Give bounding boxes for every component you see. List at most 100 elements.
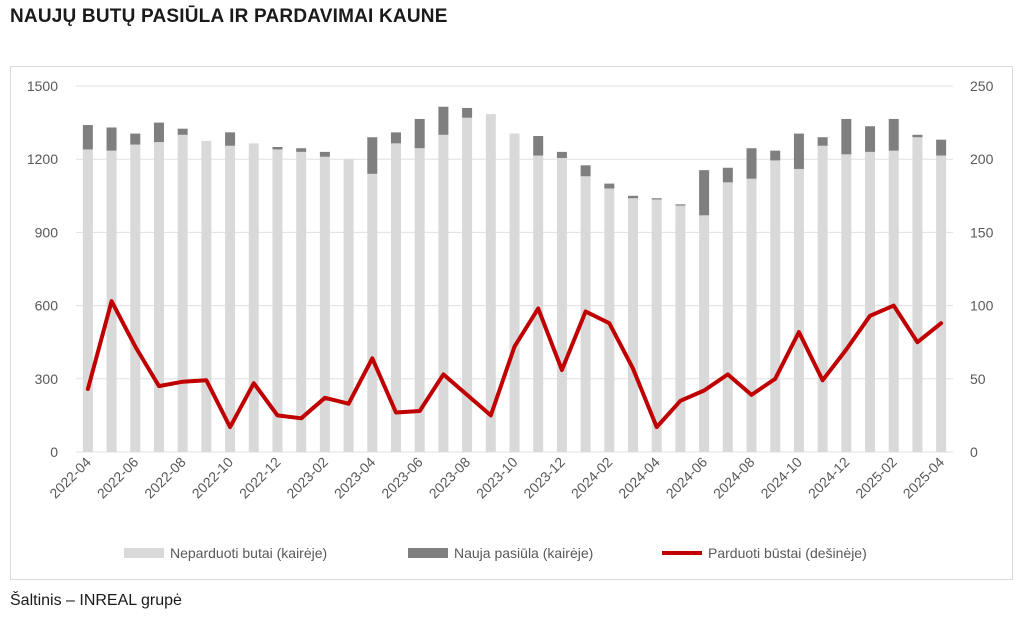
bar-new-supply: [462, 107, 473, 118]
bar-unsold: [556, 157, 567, 453]
x-axis-ticks: 2022-04 2022-06 2022-08 2022-10 2022-12 2023-…: [46, 454, 947, 502]
left-tick-label: 300: [35, 371, 59, 387]
bar-unsold: [485, 114, 496, 452]
bar-new-supply: [414, 118, 425, 149]
source-note: Šaltinis – INREAL grupė: [10, 592, 182, 609]
chart-frame: [10, 66, 1013, 580]
legend-swatch-new-supply: [408, 548, 448, 558]
bar-new-supply: [319, 151, 330, 157]
x-tick-label: 2024-12: [805, 454, 853, 502]
x-tick-label: 2023-02: [283, 454, 331, 502]
sold-line-layer: [85, 299, 944, 430]
bar-new-supply: [651, 198, 662, 200]
x-tick-label: 2022-10: [189, 454, 237, 502]
legend-swatch-unsold: [124, 548, 164, 558]
bar-unsold: [225, 145, 236, 452]
bars: [82, 106, 947, 453]
bar-unsold: [628, 198, 639, 452]
x-tick-label: 2023-06: [378, 454, 426, 502]
bar-unsold: [841, 154, 852, 452]
x-tick-label: 2024-08: [710, 454, 758, 502]
x-tick-label: 2024-06: [663, 454, 711, 502]
x-tick-label: 2022-06: [94, 454, 142, 502]
bar-new-supply: [841, 118, 852, 155]
bar-unsold: [865, 151, 876, 452]
bar-unsold: [793, 168, 804, 452]
bar-new-supply: [865, 126, 876, 152]
bar-new-supply: [604, 183, 615, 189]
bar-new-supply: [533, 136, 544, 156]
bar-unsold: [177, 134, 188, 453]
x-tick-label: 2023-12: [520, 454, 568, 502]
bar-unsold: [367, 173, 378, 452]
x-tick-label: 2022-04: [46, 454, 94, 502]
bar-unsold: [746, 178, 757, 452]
right-tick-label: 50: [970, 371, 986, 387]
x-tick-label: 2022-12: [236, 454, 284, 502]
bar-unsold: [82, 149, 93, 452]
bar-unsold: [770, 160, 781, 453]
right-tick-label: 200: [970, 151, 994, 167]
bar-unsold: [130, 144, 141, 452]
bar-new-supply: [793, 133, 804, 169]
x-tick-label: 2023-08: [426, 454, 474, 502]
bar-new-supply: [699, 170, 710, 216]
bar-new-supply: [177, 128, 188, 135]
left-axis-ticks: 0 300 600 900 1200 1500: [27, 78, 58, 460]
bar-new-supply: [817, 137, 828, 146]
x-tick-label: 2025-04: [900, 454, 948, 502]
bar-new-supply: [106, 127, 117, 151]
x-tick-label: 2024-10: [757, 454, 805, 502]
bar-new-supply: [390, 132, 401, 144]
left-tick-label: 0: [50, 444, 58, 460]
left-tick-label: 900: [35, 224, 59, 240]
bar-unsold: [604, 188, 615, 453]
bar-unsold: [414, 148, 425, 452]
bar-new-supply: [272, 147, 283, 150]
right-axis-ticks: 0 50 100 150 200 250: [970, 78, 994, 460]
bar-unsold: [509, 133, 520, 452]
right-tick-label: 100: [970, 298, 994, 314]
bar-unsold: [533, 155, 544, 453]
bar-unsold: [296, 151, 307, 452]
left-tick-label: 1200: [27, 151, 58, 167]
bar-new-supply: [888, 118, 899, 151]
bar-unsold: [699, 215, 710, 452]
bar-new-supply: [225, 132, 236, 146]
bar-new-supply: [580, 165, 591, 177]
bar-unsold: [201, 140, 212, 452]
legend: Neparduoti butai (kairėje) Nauja pasiūla…: [124, 545, 867, 561]
bar-unsold: [272, 149, 283, 452]
bar-unsold: [817, 145, 828, 452]
bar-unsold: [936, 155, 947, 453]
right-tick-label: 150: [970, 224, 994, 240]
bar-unsold: [319, 156, 330, 452]
bar-unsold: [390, 143, 401, 452]
bar-new-supply: [82, 125, 93, 150]
bar-unsold: [248, 143, 259, 452]
legend-label-sold: Parduoti būstai (dešinėje): [708, 545, 867, 561]
right-tick-label: 250: [970, 78, 994, 94]
bar-new-supply: [746, 148, 757, 179]
bar-new-supply: [912, 134, 923, 138]
bar-new-supply: [936, 139, 947, 156]
chart-title: NAUJŲ BUTŲ PASIŪLA IR PARDAVIMAI KAUNE: [10, 6, 448, 27]
right-tick-label: 0: [970, 444, 978, 460]
legend-label-new-supply: Nauja pasiūla (kairėje): [454, 545, 593, 561]
bar-new-supply: [438, 106, 449, 135]
x-tick-label: 2022-08: [141, 454, 189, 502]
bar-new-supply: [130, 133, 141, 145]
bar-new-supply: [628, 195, 639, 199]
bar-unsold: [651, 199, 662, 452]
bar-unsold: [675, 205, 686, 452]
bar-new-supply: [367, 137, 378, 174]
legend-label-unsold: Neparduoti butai (kairėje): [170, 545, 327, 561]
bar-unsold: [153, 142, 164, 452]
bar-new-supply: [153, 122, 164, 143]
bar-new-supply: [556, 151, 567, 158]
bar-new-supply: [722, 167, 733, 183]
bar-unsold: [888, 150, 899, 452]
x-tick-label: 2025-02: [852, 454, 900, 502]
x-tick-label: 2023-10: [473, 454, 521, 502]
